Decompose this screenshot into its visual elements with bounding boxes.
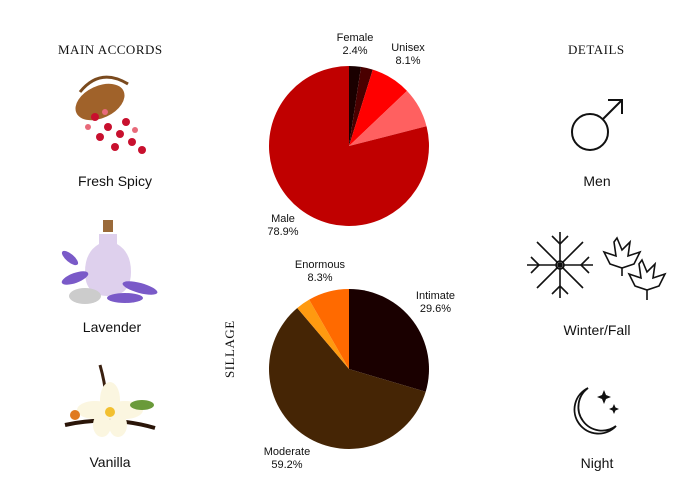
- label-pct: 8.1%: [395, 55, 421, 67]
- pie-slice: [349, 66, 373, 146]
- pie-label-enormous: Enormous 8.3%: [290, 259, 350, 285]
- vanilla-flower-image: [64, 364, 156, 437]
- label-name: Enormous: [294, 259, 346, 271]
- label-pct: 29.6%: [419, 303, 452, 315]
- pie-slice: [349, 90, 427, 146]
- pie-slice: [297, 299, 349, 369]
- accord-vanilla: Vanilla: [89, 454, 131, 470]
- label-name: Unisex: [391, 42, 425, 54]
- snowflake-maple-leaves-icon: [527, 232, 667, 300]
- pie-slice: [349, 66, 362, 146]
- pie-label-male: Male 78.9%: [258, 213, 308, 239]
- pie-slice: [349, 69, 408, 146]
- male-symbol-icon: [571, 99, 623, 151]
- pink-peppercorn-basket-image: [75, 75, 146, 154]
- pie-slice: [268, 308, 426, 450]
- pie-slice: [349, 289, 429, 392]
- details-heading: DETAILS: [568, 42, 625, 57]
- accord-lavender: Lavender: [82, 319, 142, 335]
- label-name: Intimate: [415, 290, 456, 302]
- pie-label-moderate: Moderate 59.2%: [257, 446, 317, 472]
- pie-label-unisex: Unisex 8.1%: [383, 42, 433, 68]
- accord-fresh-spicy: Fresh Spicy: [78, 173, 152, 189]
- main-accords-heading: MAIN ACCORDS: [58, 42, 163, 57]
- moon-stars-icon: [573, 387, 619, 435]
- pie-label-intimate: Intimate 29.6%: [408, 290, 463, 316]
- label-name: Male: [271, 213, 295, 225]
- pie-slice: [309, 289, 349, 369]
- detail-winter-fall: Winter/Fall: [563, 322, 631, 338]
- pie-slice: [269, 66, 429, 226]
- label-name: Female: [336, 32, 374, 44]
- lavender-bottle-image: [61, 220, 158, 304]
- label-pct: 59.2%: [271, 459, 303, 471]
- detail-night: Night: [580, 455, 614, 471]
- pie-label-female: Female 2.4%: [330, 32, 380, 58]
- label-pct: 78.9%: [267, 226, 299, 238]
- label-pct: 2.4%: [342, 45, 368, 57]
- label-name: Moderate: [263, 446, 311, 458]
- label-pct: 8.3%: [307, 272, 333, 284]
- detail-men: Men: [583, 173, 611, 189]
